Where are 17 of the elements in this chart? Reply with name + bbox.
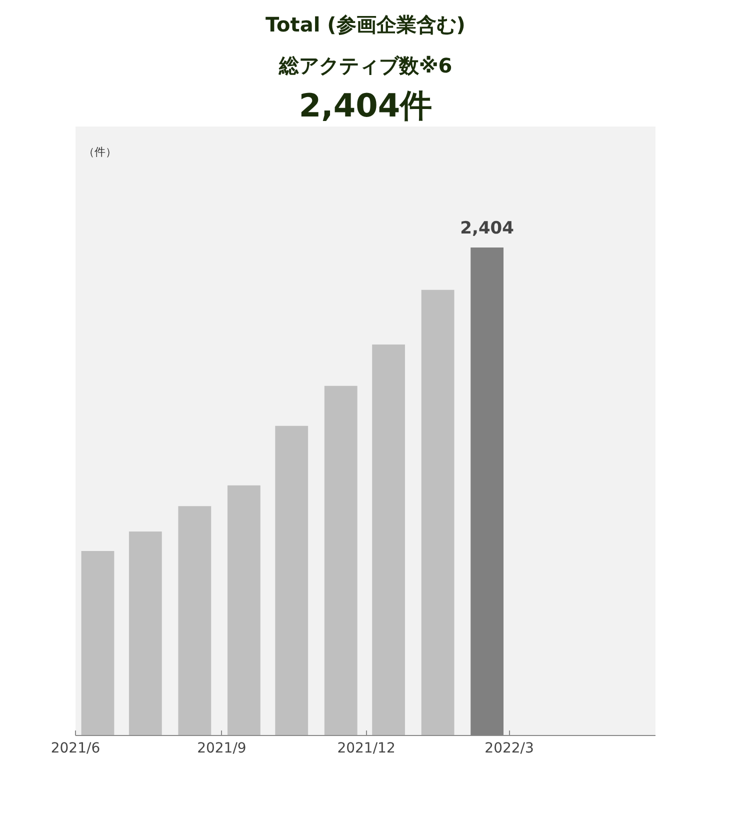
x-tick-label: 2021/6 — [50, 740, 100, 756]
bar — [324, 386, 358, 736]
data-label: 2,404 — [460, 218, 514, 238]
y-axis-title: （件） — [84, 146, 116, 158]
bar — [227, 485, 260, 736]
chart-title: Total (参画企業含む) — [266, 12, 466, 36]
bar — [421, 290, 454, 736]
bar — [128, 531, 162, 736]
bar — [275, 426, 308, 736]
bar — [372, 344, 405, 736]
text: 2,404件 — [298, 86, 432, 124]
bar — [81, 550, 114, 736]
bar — [178, 506, 212, 736]
chart-subtitle: 総アクティブ数※6 — [278, 54, 452, 78]
x-tick-label: 2022/3 — [484, 740, 534, 756]
x-tick-label: 2021/12 — [337, 740, 396, 756]
x-tick-label: 2021/9 — [197, 740, 246, 756]
